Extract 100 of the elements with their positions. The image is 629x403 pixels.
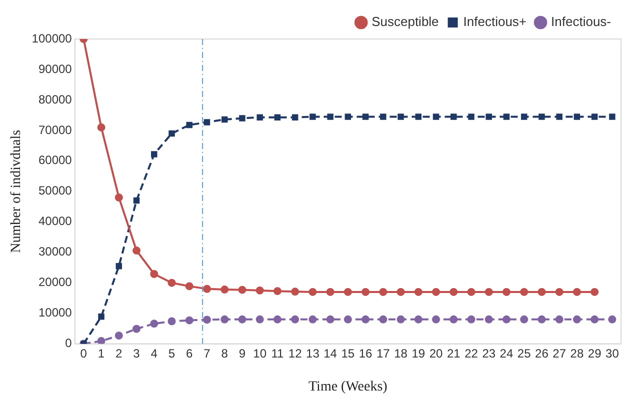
- point: [150, 270, 158, 278]
- point: [555, 288, 564, 296]
- point: [98, 314, 104, 320]
- x-tick-label: 25: [517, 346, 532, 360]
- point: [484, 315, 493, 324]
- legend-label: Susceptible: [372, 14, 439, 30]
- point: [238, 286, 246, 294]
- point: [114, 332, 123, 340]
- point: [572, 315, 581, 324]
- x-tick-label: 8: [221, 346, 228, 360]
- point: [362, 114, 369, 120]
- point: [414, 315, 422, 324]
- point: [114, 193, 123, 202]
- legend-label: Infectious+: [463, 14, 527, 30]
- point: [132, 246, 141, 255]
- y-tick-label: 0: [65, 336, 72, 350]
- x-tick-label: 20: [429, 346, 444, 360]
- y-tick-label: 80000: [38, 92, 72, 106]
- point: [590, 288, 599, 296]
- point: [344, 114, 352, 120]
- point: [116, 262, 122, 270]
- point: [396, 288, 405, 296]
- point: [379, 315, 388, 324]
- point: [344, 288, 352, 296]
- point: [484, 288, 493, 296]
- point: [97, 123, 106, 132]
- point: [520, 315, 528, 324]
- y-tick-label: 20000: [38, 275, 72, 290]
- point: [362, 288, 370, 296]
- x-tick-label: 23: [482, 346, 496, 360]
- point: [185, 282, 194, 290]
- x-tick-label: 0: [80, 346, 88, 360]
- point: [221, 116, 228, 123]
- point: [291, 288, 300, 296]
- x-tick-label: 11: [271, 346, 284, 360]
- point: [151, 151, 158, 158]
- point: [239, 115, 246, 122]
- point: [256, 114, 263, 120]
- y-tick-label: 90000: [38, 62, 72, 76]
- point: [380, 114, 386, 120]
- point: [326, 288, 334, 296]
- y-tick-label: 10000: [38, 306, 72, 320]
- x-tick-label: 4: [150, 346, 158, 360]
- point: [572, 288, 581, 296]
- x-tick-label: 19: [412, 346, 426, 360]
- x-tick-label: 10: [253, 346, 267, 360]
- point: [432, 315, 440, 324]
- point: [414, 288, 422, 296]
- x-tick-label: 5: [168, 346, 176, 360]
- x-tick-label: 7: [204, 346, 211, 360]
- y-axis-title: Number of indivduals: [9, 130, 24, 253]
- legend-label: Infectious-: [551, 14, 612, 30]
- point: [132, 324, 141, 333]
- point: [432, 288, 440, 296]
- point: [185, 316, 194, 324]
- point: [291, 315, 300, 324]
- point: [609, 114, 616, 120]
- point: [538, 114, 545, 120]
- point: [344, 315, 352, 324]
- point: [467, 315, 476, 324]
- x-tick-label: 16: [358, 346, 373, 360]
- y-tick-label: 60000: [38, 153, 72, 168]
- x-tick-label: 22: [464, 346, 478, 360]
- x-tick-label: 2: [116, 346, 123, 360]
- point: [415, 114, 422, 120]
- point: [379, 288, 388, 296]
- x-tick-label: 13: [306, 346, 320, 360]
- y-tick-label: 70000: [38, 122, 72, 137]
- point: [186, 122, 192, 128]
- point: [202, 284, 211, 293]
- point: [520, 288, 528, 296]
- x-tick-label: 9: [238, 346, 246, 360]
- point: [362, 315, 370, 324]
- point: [432, 114, 440, 120]
- point: [292, 114, 298, 120]
- point: [133, 197, 140, 204]
- point: [97, 337, 106, 344]
- x-tick-label: 27: [552, 346, 566, 360]
- x-tick-label: 12: [288, 346, 302, 360]
- point: [398, 114, 404, 120]
- point: [450, 288, 458, 296]
- point: [502, 315, 510, 324]
- point: [468, 114, 474, 120]
- x-tick-label: 1: [98, 346, 105, 360]
- point: [150, 320, 158, 328]
- point: [467, 288, 476, 296]
- point: [502, 288, 510, 296]
- point: [204, 119, 210, 126]
- point: [608, 315, 616, 324]
- point: [555, 315, 564, 324]
- point: [556, 114, 562, 120]
- point: [220, 286, 229, 294]
- point: [273, 287, 282, 296]
- point: [326, 315, 334, 324]
- x-tick-label: 28: [570, 346, 584, 360]
- x-axis-title: Time (Weeks): [308, 379, 388, 394]
- x-tick-label: 3: [133, 346, 140, 360]
- point: [168, 317, 176, 326]
- point: [486, 114, 492, 120]
- point: [168, 278, 176, 287]
